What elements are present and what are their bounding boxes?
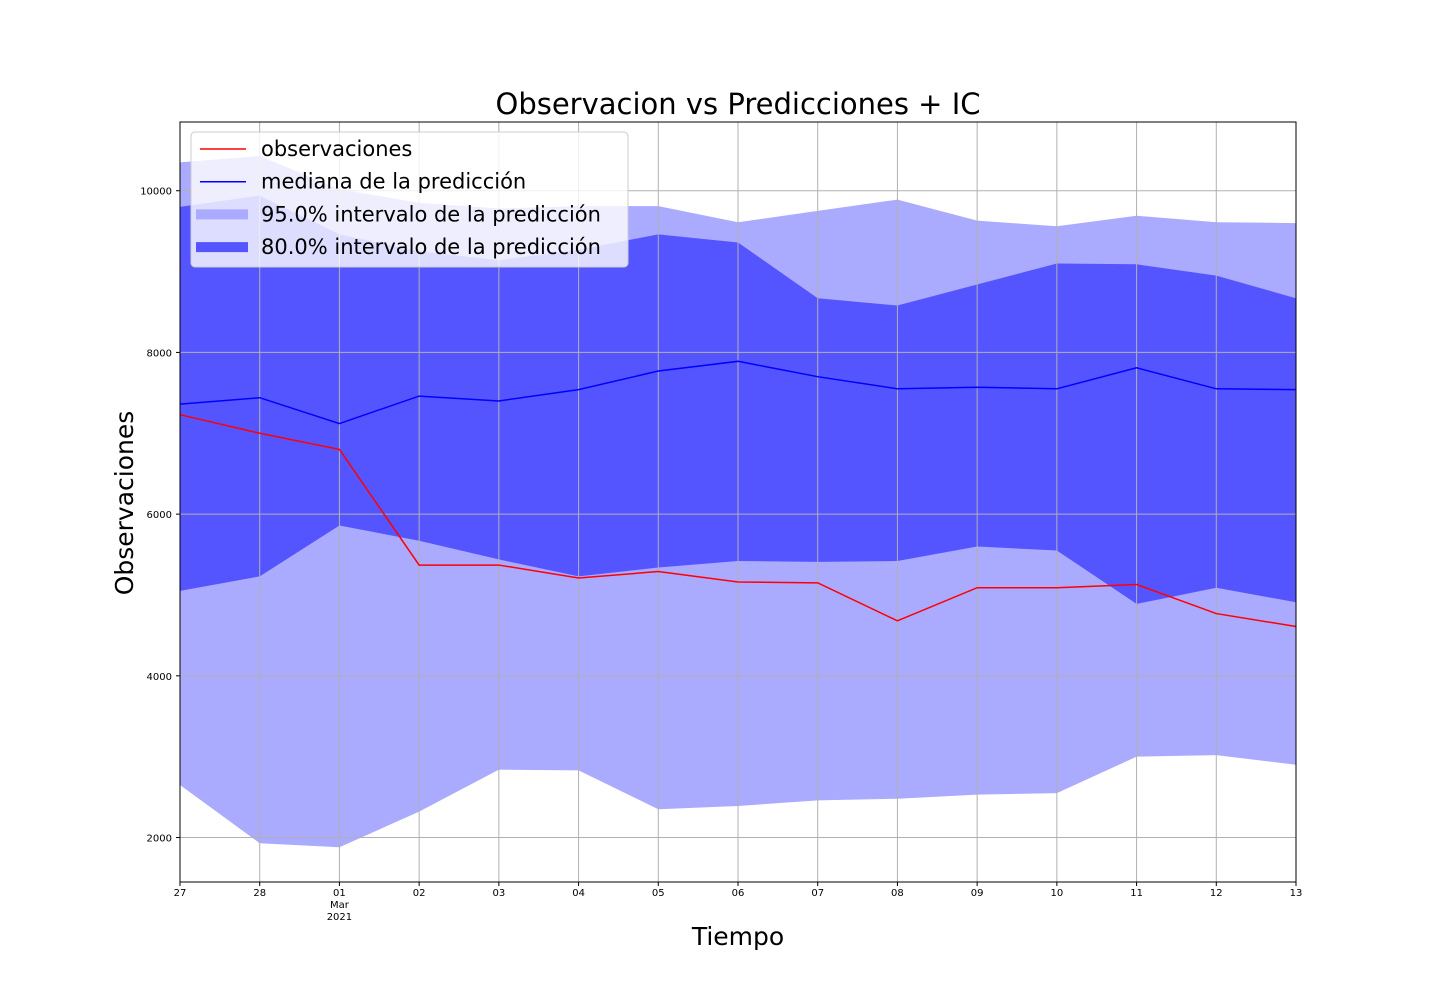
y-tick-label: 10000	[140, 187, 172, 198]
y-axis-ticks: 2000 4000 6000 8000 10000	[140, 187, 180, 845]
x-tick-label: 06	[732, 888, 745, 899]
x-tick-label: 08	[891, 888, 904, 899]
legend-label: 95.0% intervalo de la predicción	[261, 202, 601, 226]
x-tick-label: 10	[1050, 888, 1063, 899]
x-year-label: 2021	[327, 912, 352, 923]
y-tick-label: 8000	[147, 348, 172, 359]
legend-label: 80.0% intervalo de la predicción	[261, 235, 601, 259]
y-tick-label: 6000	[147, 510, 172, 521]
x-month-label: Mar	[330, 900, 350, 911]
y-tick-label: 4000	[147, 672, 172, 683]
series-lines	[179, 360, 1297, 628]
x-tick-label: 12	[1210, 888, 1223, 899]
x-tick-label: 11	[1130, 888, 1143, 899]
chart-title: Observacion vs Predicciones + IC	[496, 87, 981, 121]
x-tick-label: 09	[971, 888, 984, 899]
legend-box	[190, 131, 629, 268]
x-tick-label: 05	[652, 888, 665, 899]
y-tick-label: 2000	[147, 834, 172, 845]
legend: observaciones mediana de la predicción 95.…	[190, 131, 629, 268]
legend-label: observaciones	[261, 137, 412, 161]
legend-swatch-patch	[196, 209, 248, 220]
y-axis-label: Observaciones	[110, 411, 139, 596]
x-tick-label: 27	[174, 888, 187, 899]
x-tick-label: 04	[572, 888, 585, 899]
x-tick-label: 02	[413, 888, 426, 899]
x-tick-label: 01	[333, 888, 346, 899]
legend-label: mediana de la predicción	[261, 170, 526, 194]
x-tick-label: 03	[492, 888, 505, 899]
x-tick-label: 28	[253, 888, 266, 899]
x-tick-label: 07	[811, 888, 824, 899]
legend-swatch-patch	[196, 242, 248, 253]
x-tick-label: 13	[1290, 888, 1303, 899]
x-axis-label: Tiempo	[691, 922, 784, 951]
